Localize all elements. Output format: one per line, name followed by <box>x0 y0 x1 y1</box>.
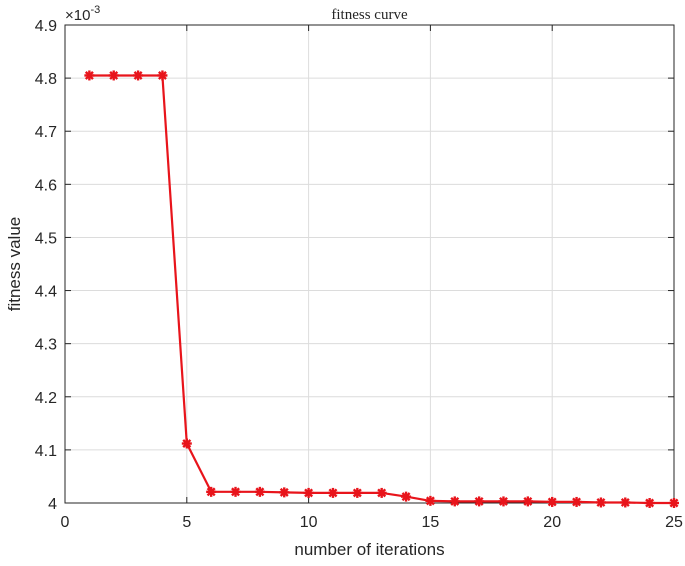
data-point-marker <box>84 70 95 81</box>
data-point-marker <box>254 486 265 497</box>
y-tick-label: 4.4 <box>35 284 57 301</box>
plot-frame <box>64 24 675 504</box>
data-point-marker <box>547 496 558 507</box>
y-exponent-power: -3 <box>90 4 100 16</box>
data-point-marker <box>620 497 631 508</box>
data-point-marker <box>474 496 485 507</box>
y-axis-label: fitness value <box>5 217 24 312</box>
y-axis-exponent: ×10-3 <box>65 4 100 24</box>
data-point-marker <box>157 70 168 81</box>
axis-ticks: 0 5 10 15 20 25 4 4.1 4.2 4.3 4.4 4.5 4.6 4.7 4.8 4.9 <box>35 18 683 531</box>
data-point-marker <box>669 498 679 508</box>
data-point-marker <box>230 486 241 497</box>
data-point-marker <box>376 487 387 498</box>
data-point-marker <box>595 497 606 508</box>
y-tick-label: 4.7 <box>35 124 57 141</box>
data-point-marker <box>279 487 290 498</box>
x-tick-label: 0 <box>61 514 70 531</box>
data-point-marker <box>498 496 509 507</box>
chart-title: fitness curve <box>331 7 408 23</box>
x-tick-label: 10 <box>300 514 318 531</box>
data-point-marker <box>425 495 436 506</box>
data-point-marker <box>181 438 192 449</box>
x-tick-label: 25 <box>665 514 683 531</box>
data-point-marker <box>133 70 144 81</box>
y-tick-label: 4 <box>48 496 57 513</box>
y-tick-label: 4.3 <box>35 337 57 354</box>
data-point-marker <box>303 487 314 498</box>
data-point-marker <box>206 486 217 497</box>
x-tick-label: 20 <box>543 514 561 531</box>
y-tick-label: 4.2 <box>35 390 57 407</box>
y-tick-label: 4.9 <box>35 18 57 35</box>
data-point-marker <box>522 496 533 507</box>
data-point-marker <box>108 70 119 81</box>
y-tick-label: 4.5 <box>35 230 57 247</box>
data-point-marker <box>327 487 338 498</box>
y-tick-label: 4.8 <box>35 71 57 88</box>
data-point-marker <box>401 491 412 502</box>
y-exponent-base: ×10 <box>65 7 90 24</box>
x-tick-label: 5 <box>182 514 191 531</box>
y-tick-label: 4.1 <box>35 443 57 460</box>
data-point-marker <box>644 498 655 508</box>
x-tick-label: 15 <box>422 514 440 531</box>
data-point-marker <box>352 487 363 498</box>
data-point-marker <box>449 496 460 507</box>
x-axis-label: number of iterations <box>294 540 444 559</box>
y-tick-label: 4.6 <box>35 177 57 194</box>
data-point-marker <box>571 496 582 507</box>
series-layer <box>84 70 679 508</box>
